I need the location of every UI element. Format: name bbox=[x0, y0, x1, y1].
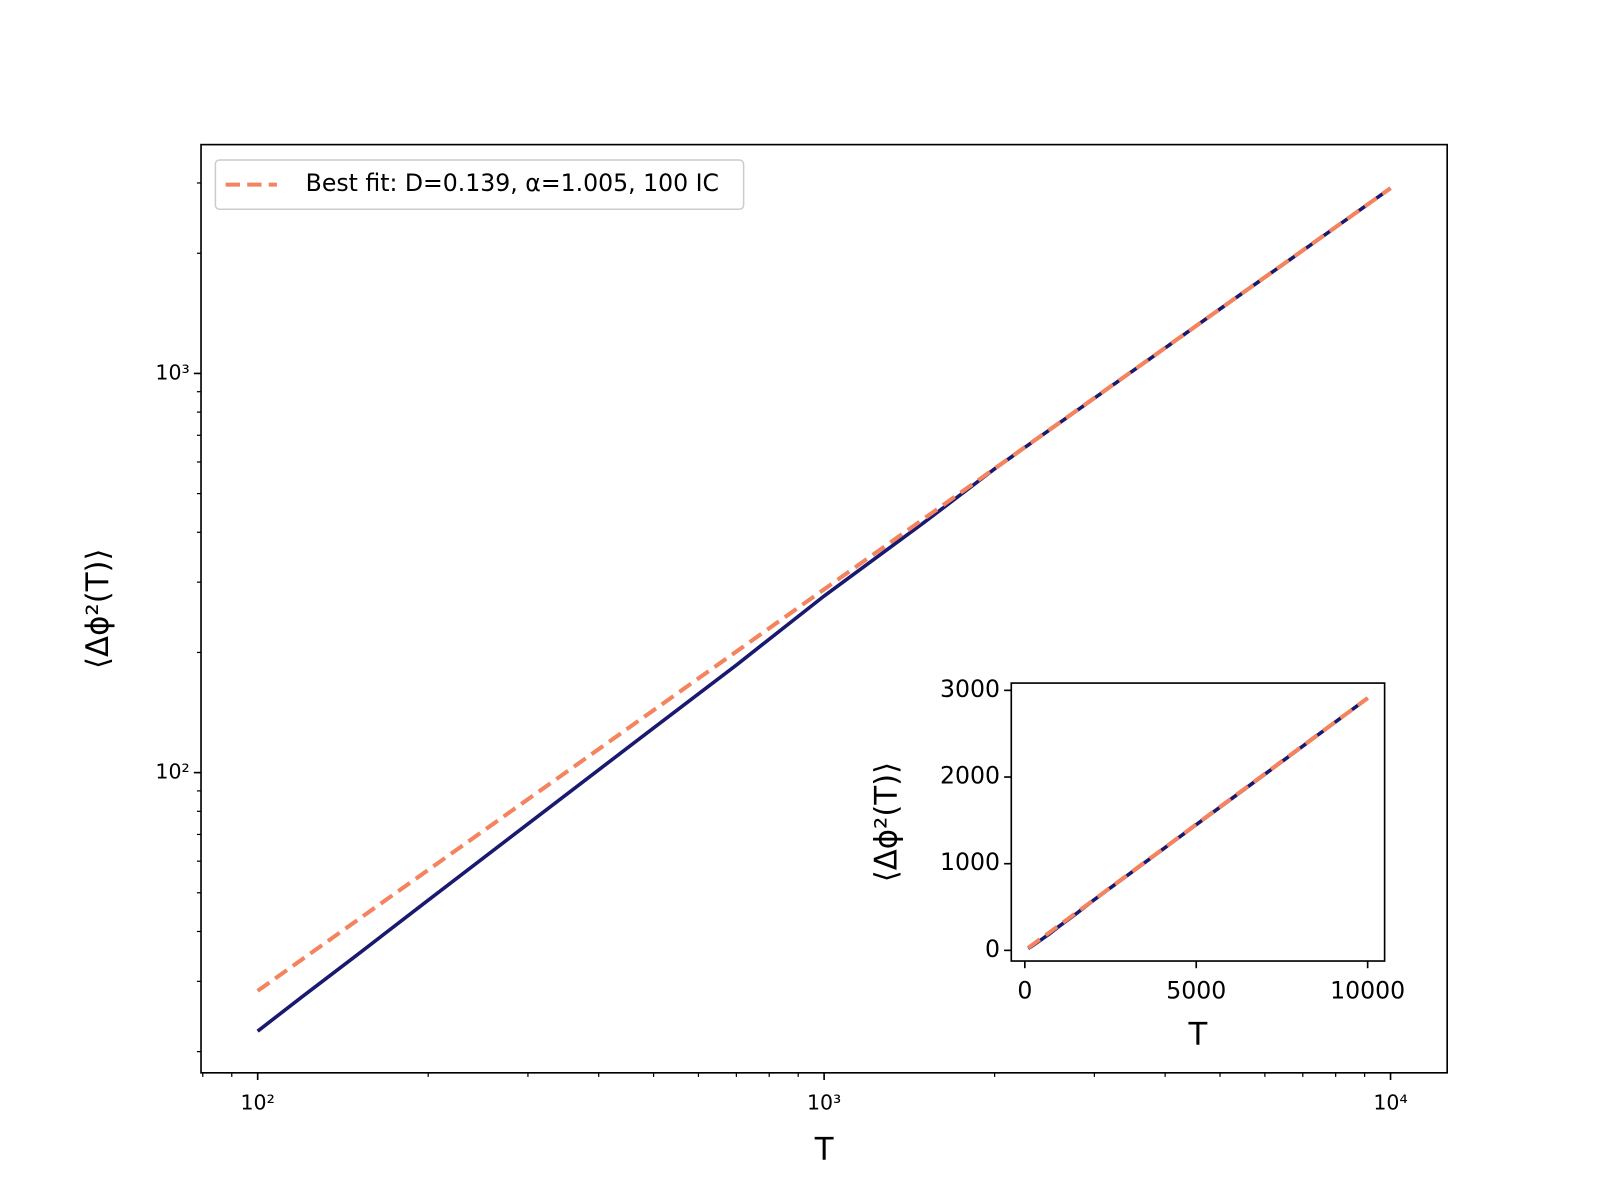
x-tick-label: 10² bbox=[241, 1091, 275, 1115]
y-tick-label: 10³ bbox=[155, 360, 189, 384]
y-axis-label: ⟨Δϕ²(T)⟩ bbox=[869, 762, 905, 882]
y-axis-label: ⟨Δϕ²(T)⟩ bbox=[80, 549, 116, 669]
y-tick-label: 10² bbox=[155, 760, 189, 784]
y-tick-label: 3000 bbox=[940, 675, 1000, 703]
y-tick-label: 1000 bbox=[940, 848, 1000, 876]
data-line bbox=[1026, 696, 1369, 950]
legend-label: Best fit: D=0.139, α=1.005, 100 IC bbox=[306, 169, 719, 197]
axes-frame bbox=[200, 143, 1448, 1074]
x-axis-label: T bbox=[1188, 1016, 1208, 1052]
data-line bbox=[256, 186, 1392, 1033]
axes-frame bbox=[1010, 682, 1386, 962]
x-tick-label: 10³ bbox=[807, 1091, 841, 1115]
x-axis-label: T bbox=[814, 1131, 834, 1167]
y-tick-label: 0 bbox=[985, 935, 1000, 963]
data-line bbox=[256, 186, 1392, 993]
x-tick-label: 10⁴ bbox=[1373, 1091, 1407, 1115]
legend-box bbox=[214, 159, 745, 210]
y-tick-label: 2000 bbox=[940, 762, 1000, 790]
x-tick-label: 0 bbox=[1017, 976, 1032, 1004]
x-tick-label: 5000 bbox=[1166, 976, 1226, 1004]
x-tick-label: 10000 bbox=[1330, 976, 1405, 1004]
